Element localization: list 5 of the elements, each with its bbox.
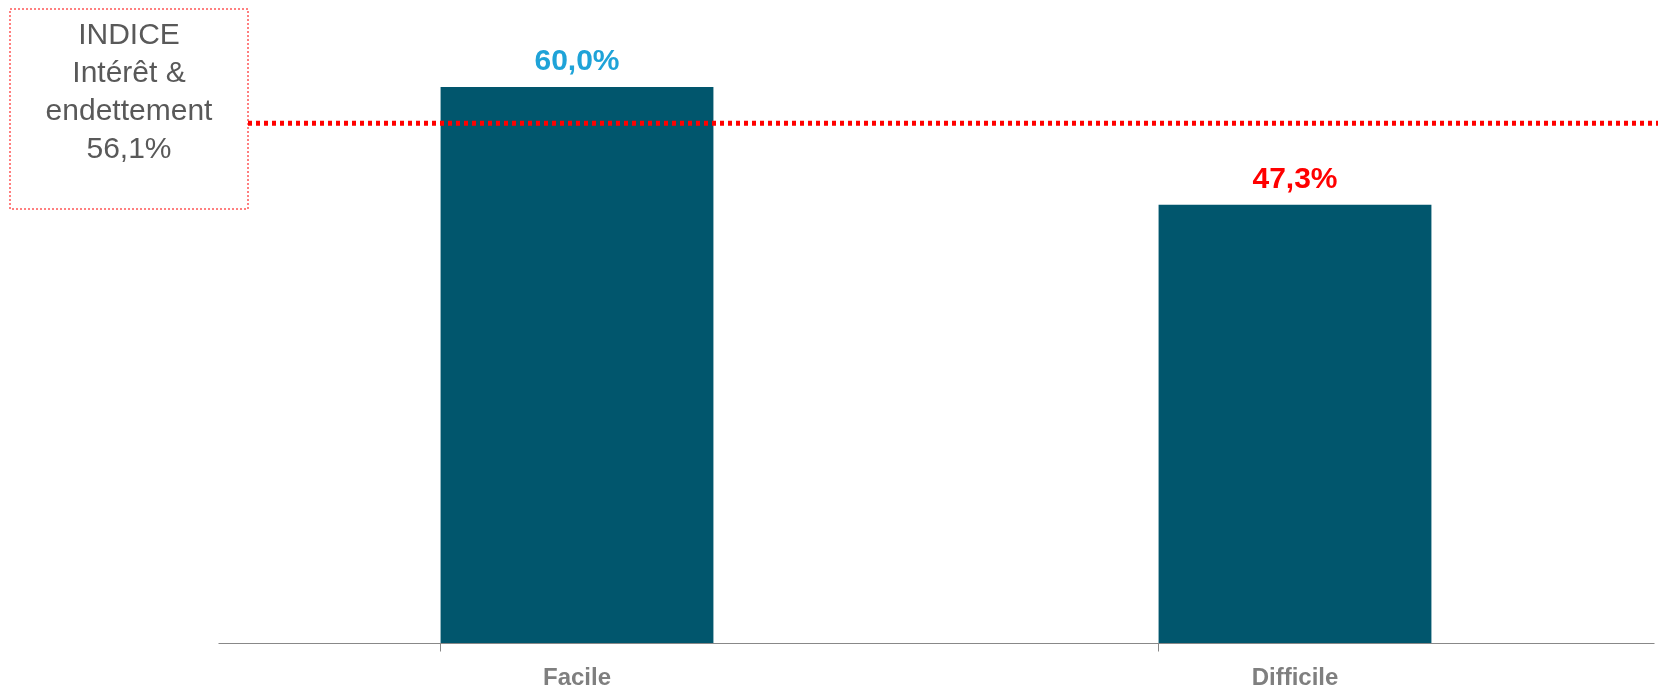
data-label: 60,0% [534, 43, 620, 76]
ref-line-label: INDICE Intérêt & endettement 56,1% [45, 17, 214, 164]
data-label: 47,3% [1252, 160, 1338, 194]
x-tick-label: Difficile [1251, 662, 1339, 690]
x-tick-label: Facile [542, 662, 612, 690]
